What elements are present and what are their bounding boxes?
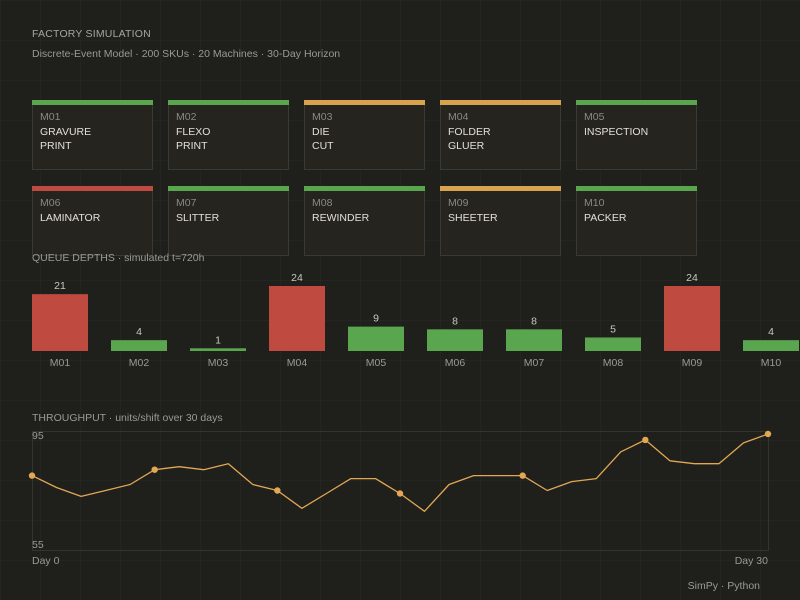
queue-value-label: 8 (531, 315, 537, 327)
machine-status-bar (304, 186, 425, 191)
throughput-point (519, 472, 526, 479)
queue-bar-m03 (190, 348, 246, 351)
x-tick-label: Day 0 (32, 555, 60, 567)
throughput-point (396, 490, 404, 497)
queue-bar-m09 (664, 286, 720, 351)
page-title: FACTORY SIMULATION (32, 28, 151, 40)
queue-category-label: M03 (208, 357, 229, 369)
machine-name: FLEXO PRINT (176, 126, 211, 152)
machine-name: SHEETER (448, 212, 498, 224)
queue-value-label: 4 (136, 326, 142, 338)
throughput-label: THROUGHPUT · units/shift over 30 days (32, 412, 223, 424)
machine-code: M10 (584, 197, 605, 209)
machine-code: M09 (448, 197, 469, 209)
machine-status-bar (168, 186, 289, 191)
queue-category-label: M10 (761, 357, 782, 369)
queue-bar-m01 (32, 294, 88, 351)
machine-code: M03 (312, 111, 333, 123)
throughput-chart: 95 55 Day 0 Day 30 (28, 430, 772, 567)
plot-frame (32, 431, 769, 551)
queue-category-label: M05 (366, 357, 387, 369)
machine-status-bar (32, 186, 153, 191)
throughput-point (274, 487, 281, 494)
queue-bar-m08 (585, 337, 641, 351)
machine-card-m06[interactable]: M06 LAMINATOR (32, 186, 153, 256)
footer-credit: SimPy · Python (687, 580, 760, 592)
page-subtitle: Discrete-Event Model · 200 SKUs · 20 Mac… (32, 48, 341, 60)
queue-value-label: 24 (686, 272, 698, 284)
queue-category-label: M02 (129, 357, 150, 369)
machine-code: M04 (448, 111, 469, 123)
machine-card-m10[interactable]: M10 PACKER (576, 186, 697, 256)
queue-bar-m05 (348, 326, 404, 351)
queue-value-label: 5 (610, 323, 616, 335)
queue-value-label: 9 (373, 313, 379, 325)
machine-status-bar (440, 186, 561, 191)
queue-category-label: M09 (682, 357, 703, 369)
machine-name: PACKER (584, 212, 627, 224)
machine-card-m02[interactable]: M02 FLEXO PRINT (168, 100, 289, 170)
queue-depths-label: QUEUE DEPTHS · simulated t=720h (32, 252, 205, 264)
queue-category-label: M06 (445, 357, 466, 369)
queue-bar-m02 (111, 340, 167, 351)
machine-name: DIE CUT (312, 126, 334, 152)
machine-card-m08[interactable]: M08 REWINDER (304, 186, 425, 256)
machine-code: M02 (176, 111, 197, 123)
throughput-point (764, 430, 772, 438)
queue-bar-m06 (427, 329, 483, 351)
throughput-point (151, 466, 158, 473)
machine-status-bar (576, 100, 697, 105)
throughput-point (642, 436, 649, 444)
x-tick-label: Day 30 (735, 555, 768, 567)
queue-category-label: M04 (287, 357, 308, 369)
machine-card-m01[interactable]: M01 GRAVURE PRINT (32, 100, 153, 170)
queue-bar-m04 (269, 286, 325, 351)
machine-code: M05 (584, 111, 605, 123)
queue-bar-m10 (743, 340, 799, 351)
machine-status-bar (32, 100, 153, 105)
queue-depth-chart: 21 M01 4 M02 1 M03 24 M04 9 M05 8 M06 8 M07 5 M08 24 M09 4… (32, 272, 799, 369)
machine-name: GRAVURE PRINT (40, 126, 92, 152)
throughput-point (28, 472, 36, 479)
machine-card-m03[interactable]: M03 DIE CUT (304, 100, 425, 170)
machine-name: REWINDER (312, 212, 370, 224)
y-tick-label: 55 (32, 539, 44, 551)
machine-card-m09[interactable]: M09 SHEETER (440, 186, 561, 256)
queue-value-label: 24 (291, 272, 303, 284)
queue-category-label: M08 (603, 357, 624, 369)
machine-card-m05[interactable]: M05 INSPECTION (576, 100, 697, 170)
machine-name: FOLDER GLUER (448, 126, 491, 152)
machine-status-bar (440, 100, 561, 105)
machine-code: M07 (176, 197, 197, 209)
machine-status-bar (576, 186, 697, 191)
machine-name: INSPECTION (584, 126, 649, 138)
machine-code: M06 (40, 197, 61, 209)
throughput-line (31, 433, 769, 512)
y-tick-label: 95 (32, 430, 44, 442)
machine-code: M01 (40, 111, 61, 123)
machine-code: M08 (312, 197, 333, 209)
queue-value-label: 8 (452, 315, 458, 327)
queue-value-label: 4 (768, 326, 774, 338)
queue-category-label: M07 (524, 357, 545, 369)
machine-name: SLITTER (176, 212, 220, 224)
machine-status-bar (304, 100, 425, 105)
queue-value-label: 21 (54, 280, 66, 292)
machine-card-m07[interactable]: M07 SLITTER (168, 186, 289, 256)
machine-card-m04[interactable]: M04 FOLDER GLUER (440, 100, 561, 170)
queue-value-label: 1 (215, 334, 221, 346)
queue-category-label: M01 (50, 357, 71, 369)
machine-status-bar (168, 100, 289, 105)
queue-bar-m07 (506, 329, 562, 351)
machine-name: LAMINATOR (40, 212, 101, 224)
